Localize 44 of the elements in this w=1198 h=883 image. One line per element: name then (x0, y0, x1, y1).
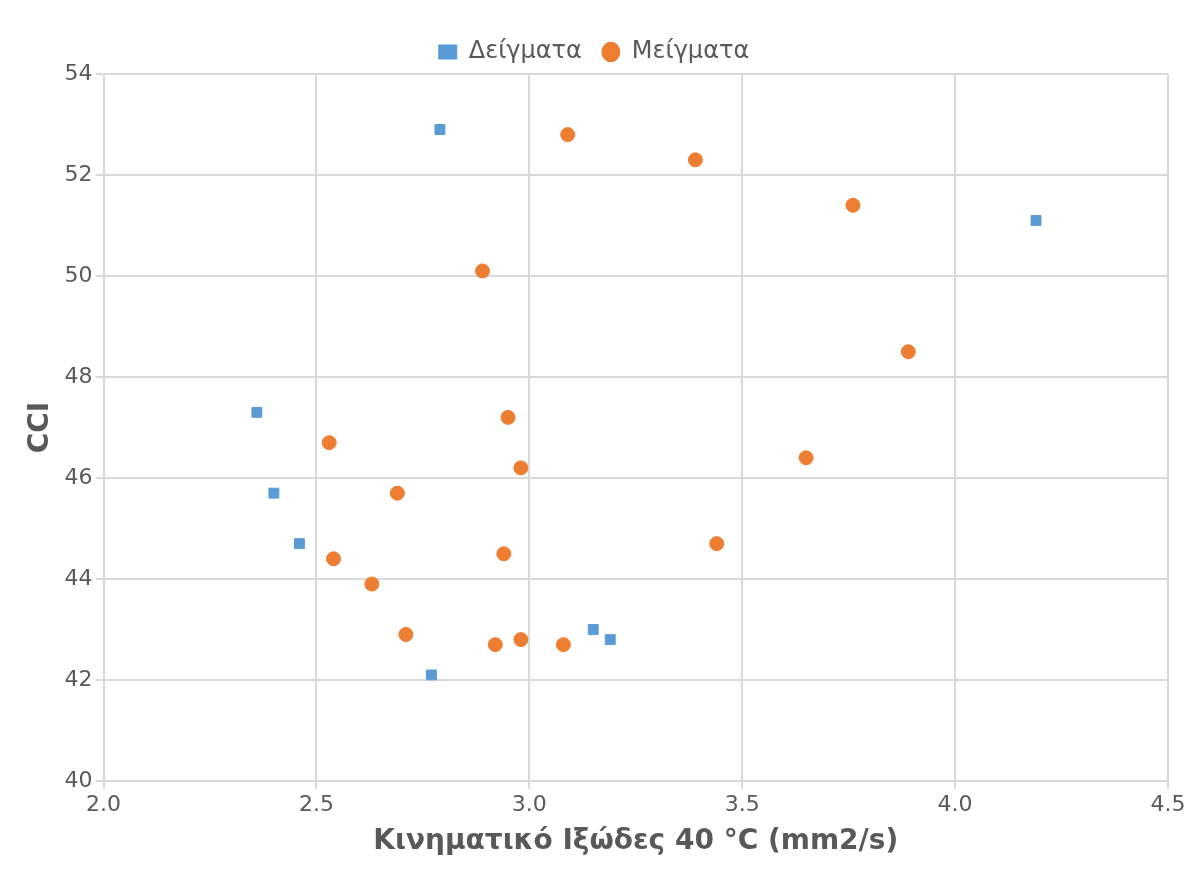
y-tick-label: 46 (64, 463, 93, 489)
point (500, 409, 516, 425)
point (364, 576, 380, 592)
x-axis-title: Κινηματικό Ιξώδες 40 °C (mm2/s) (373, 823, 899, 857)
x-tick-label: 2.5 (298, 790, 334, 816)
point (389, 485, 405, 501)
point (687, 152, 703, 168)
y-tick-label: 40 (64, 766, 93, 792)
point (475, 263, 491, 279)
y-tick-label: 48 (64, 362, 93, 388)
legend-label: Δείγματα (468, 36, 582, 65)
y-tick-label: 44 (64, 564, 93, 590)
point (513, 632, 529, 648)
point (487, 637, 503, 653)
point (268, 487, 280, 499)
point (434, 124, 446, 135)
y-axis-title: CCI (22, 401, 56, 454)
point (845, 197, 861, 213)
point (294, 538, 305, 550)
point (321, 435, 337, 451)
x-tick-label: 3.5 (724, 790, 760, 816)
point (496, 546, 512, 562)
point (587, 624, 599, 635)
y-tick-label: 52 (64, 160, 93, 186)
x-tick-label: 4.5 (1150, 790, 1186, 816)
y-tick-label: 54 (64, 59, 93, 85)
point (604, 634, 616, 646)
x-tick-label: 2.0 (86, 790, 122, 816)
point (326, 551, 342, 567)
point (398, 627, 414, 643)
x-tick-label: 4.0 (937, 790, 973, 816)
point (251, 406, 263, 418)
point (560, 127, 576, 143)
point (798, 450, 814, 466)
point (900, 344, 916, 360)
point (425, 669, 437, 681)
point (1030, 215, 1042, 226)
point (709, 536, 725, 552)
point (513, 460, 529, 476)
x-tick-label: 3.0 (511, 790, 547, 816)
y-tick-label: 50 (64, 261, 93, 287)
y-tick-label: 42 (64, 665, 93, 691)
point (555, 637, 571, 653)
legend-label: Μείγματα (631, 36, 750, 65)
